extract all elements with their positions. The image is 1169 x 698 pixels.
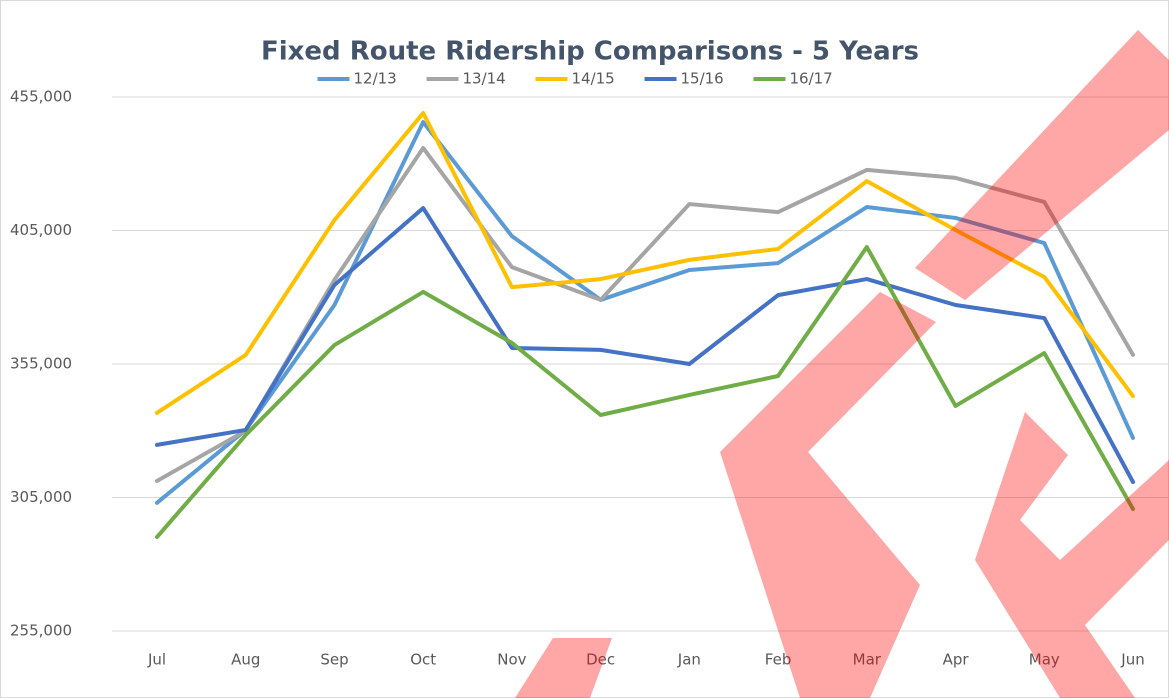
y-tick-label: 305,000 [10,488,72,506]
legend-label: 13/14 [463,70,506,88]
x-tick-label: Sep [320,651,348,669]
legend-item: 15/16 [644,70,724,88]
legend-item: 14/15 [535,70,615,88]
legend-item: 13/14 [426,70,506,88]
legend-label: 12/13 [354,70,397,88]
legend-label: 16/17 [790,70,833,88]
watermark-shape [915,30,1169,300]
x-tick-label: Jul [147,651,166,669]
series-line [155,111,1135,415]
x-tick-label: Feb [765,651,792,669]
chart-title: Fixed Route Ridership Comparisons - 5 Ye… [261,37,919,67]
legend-item: 12/13 [317,70,397,88]
watermark-shape [515,638,612,698]
series-line [155,206,1135,485]
y-tick-label: 255,000 [10,622,72,640]
y-tick-label: 455,000 [10,88,72,106]
x-tick-label: Aug [231,651,260,669]
legend-item: 16/17 [753,70,833,88]
plot-area: 255,000 305,000 355,000 405,000 455,000 Jul Au… [10,70,1169,669]
x-tick-label: May [1029,651,1060,669]
watermark-shape [720,292,936,698]
x-tick-label: Nov [497,651,526,669]
y-tick-label: 355,000 [10,355,72,373]
y-tick-label: 405,000 [10,221,72,239]
legend-label: 15/16 [681,70,724,88]
watermark-shape [975,412,1169,698]
series-line [155,120,1135,505]
series-line [155,145,1135,483]
x-tick-label: Apr [943,651,970,669]
x-tick-label: Jun [1120,651,1144,669]
x-tick-label: Jan [677,651,701,669]
x-tick-label: Oct [410,651,436,669]
series-line [155,245,1135,540]
x-tick-label: Dec [586,651,615,669]
x-tick-label: Mar [853,651,882,669]
legend-label: 14/15 [572,70,615,88]
draft-watermark [515,30,1169,698]
